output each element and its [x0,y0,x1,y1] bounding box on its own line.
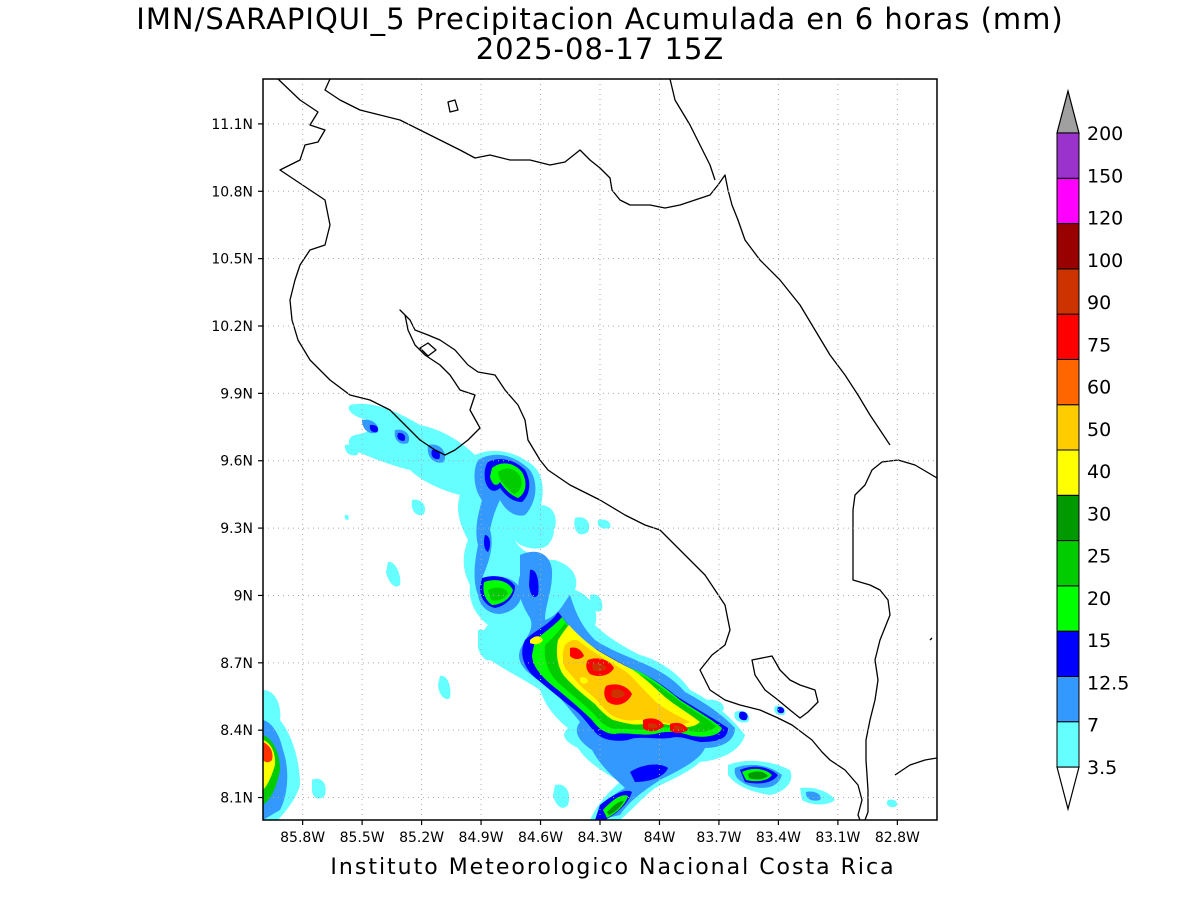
coastline-north [277,79,863,820]
lat-tick-label: 11.1N [211,117,253,133]
coastline-caribbean [324,79,891,446]
colorbar-segment [1056,721,1080,768]
lon-tick-label: 84.6W [518,830,563,846]
lat-lon-grid [263,79,937,820]
colorbar-segment [1056,358,1080,406]
colorbar-label: 25 [1087,546,1111,568]
colorbar-label: 7 [1087,715,1099,737]
coastline-caribbean-north [669,79,716,181]
colorbar-label: 12.5 [1087,672,1129,694]
plot-area [263,79,937,820]
lon-tick-label: 84.3W [577,830,622,846]
colorbar-segment [1056,223,1080,270]
osa-peninsula [751,655,819,719]
precip-region-darkgreen [488,468,522,601]
precip-region-green [483,463,526,605]
colorbar-label: 200 [1087,123,1123,145]
colorbar-segment [1056,313,1080,360]
colorbar-label: 3.5 [1087,757,1117,779]
colorbar-segment [1056,675,1080,723]
lat-tick-label: 10.5N [211,252,253,268]
precip-region-blue [362,419,446,463]
lat-tick-label: 8.1N [220,791,253,807]
map-timestamp: 2025-08-17 15Z [475,32,725,66]
colorbar-segment [1056,404,1080,451]
colorbar-segment [1056,585,1080,632]
lon-tick-label: 82.8W [875,830,920,846]
island [447,99,459,113]
colorbar-segment [1056,630,1080,677]
colorbar-upper-arrow [1056,88,1080,134]
coastline-borders [277,79,937,820]
colorbar-segment [1056,494,1080,542]
precip-region-darkred [592,663,683,731]
colorbar-segment [1056,132,1080,179]
colorbar-segment [1056,177,1080,225]
lat-tick-label: 9.9N [220,386,253,402]
colorbar-label: 100 [1087,250,1123,272]
colorbar-lower-arrow [1056,766,1080,812]
precip-region-yellow [530,636,588,684]
colorbar-label: 60 [1087,377,1111,399]
colorbar-label: 30 [1087,503,1111,525]
colorbar-label: 120 [1087,208,1123,230]
colorbar: 3.5 7 12.5 15 20 25 30 40 50 60 75 90 100 120 150 200 [1056,88,1129,812]
island [929,637,933,641]
footer-credit: Instituto Meteorologico Nacional Costa R… [330,855,896,880]
axis-ticks: 11.1N 10.8N 10.5N 10.2N 9.9N 9.6N 9.3N 9N 8.7N 8.… [211,117,920,846]
lon-tick-label: 85.8W [280,830,325,846]
colorbar-label: 40 [1087,461,1111,483]
panama-border [852,459,937,820]
lon-tick-label: 84W [644,830,676,846]
lon-tick-label: 83.1W [815,830,860,846]
lat-tick-label: 10.8N [211,184,253,200]
colorbar-label: 15 [1087,630,1111,652]
lon-tick-label: 85.2W [399,830,444,846]
precip-region-darkgreen [607,771,768,815]
precip-region-red [263,742,273,763]
lat-tick-label: 9.6N [220,454,253,470]
lon-tick-label: 85.5W [340,830,385,846]
colorbar-label: 20 [1087,588,1111,610]
colorbar-label: 150 [1087,165,1123,187]
lat-tick-label: 9.3N [220,521,253,537]
colorbar-label: 50 [1087,419,1111,441]
precipitation-field [263,403,898,820]
island [419,342,437,357]
lon-tick-label: 84.9W [459,830,504,846]
coast-southeast [894,757,937,776]
lat-tick-label: 10.2N [211,319,253,335]
colorbar-label: 75 [1087,334,1111,356]
lat-tick-label: 8.7N [220,656,253,672]
colorbar-segment [1056,268,1080,315]
lon-tick-label: 83.4W [756,830,801,846]
colorbar-segment [1056,540,1080,587]
precip-region-deepblue [595,764,778,820]
colorbar-label: 90 [1087,292,1111,314]
lat-tick-label: 9N [234,588,253,604]
map-title: IMN/SARAPIQUI_5 Precipitacion Acumulada … [136,2,1064,36]
colorbar-segment [1056,449,1080,496]
lon-tick-label: 83.7W [696,830,741,846]
lat-tick-label: 8.4N [220,723,253,739]
